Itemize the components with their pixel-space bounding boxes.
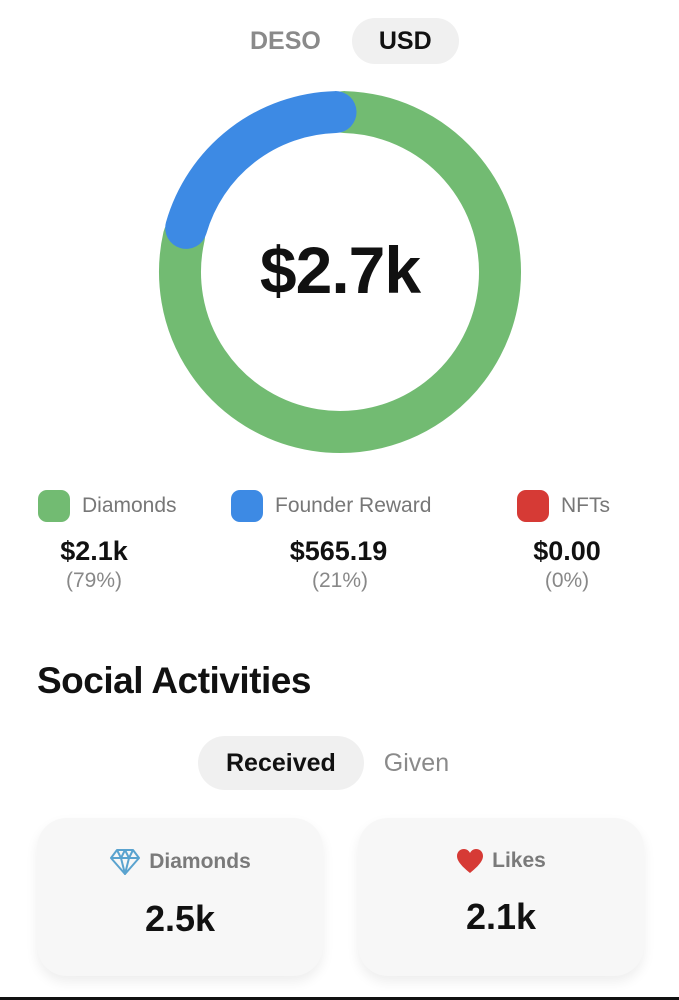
total-earnings: $2.7k (259, 233, 421, 307)
legend-label: Founder Reward (275, 494, 432, 517)
legend-item-nfts: NFTs $0.00 (0%) (517, 490, 617, 593)
currency-deso-button[interactable]: DESO (250, 27, 321, 55)
bottom-divider (0, 997, 679, 1000)
legend-swatch (231, 490, 263, 522)
legend-label: Diamonds (82, 494, 177, 517)
legend-swatch (38, 490, 70, 522)
donut-segment-diamonds (159, 91, 521, 453)
legend-percent: (0%) (544, 569, 590, 592)
social-tabs: Received Given (198, 736, 477, 790)
legend-label: NFTs (561, 494, 610, 517)
card-label: Diamonds (149, 850, 251, 873)
tab-received[interactable]: Received (198, 736, 364, 790)
currency-usd-button[interactable]: USD (351, 18, 459, 64)
heart-icon (457, 849, 484, 873)
earnings-donut-chart (159, 91, 521, 453)
legend-item-diamonds: Diamonds $2.1k (79%) (38, 490, 188, 593)
legend-percent: (79%) (65, 569, 123, 592)
legend-swatch (517, 490, 549, 522)
donut-segment-founder-reward (165, 91, 357, 249)
diamonds-card[interactable]: Diamonds 2.5k (37, 818, 323, 976)
legend-percent: (21%) (311, 569, 369, 592)
section-title: Social Activities (37, 660, 311, 701)
legend-item-founder-reward: Founder Reward $565.19 (21%) (231, 490, 449, 593)
diamond-icon (110, 849, 141, 875)
card-value: 2.5k (144, 898, 216, 939)
likes-card[interactable]: Likes 2.1k (358, 818, 644, 976)
currency-toggle: DESO USD (223, 18, 459, 64)
legend-value: $0.00 (533, 536, 601, 566)
card-value: 2.1k (465, 896, 537, 937)
tab-given[interactable]: Given (383, 749, 450, 777)
card-label: Likes (492, 849, 546, 872)
legend-value: $2.1k (60, 536, 128, 566)
legend-value: $565.19 (289, 536, 388, 566)
